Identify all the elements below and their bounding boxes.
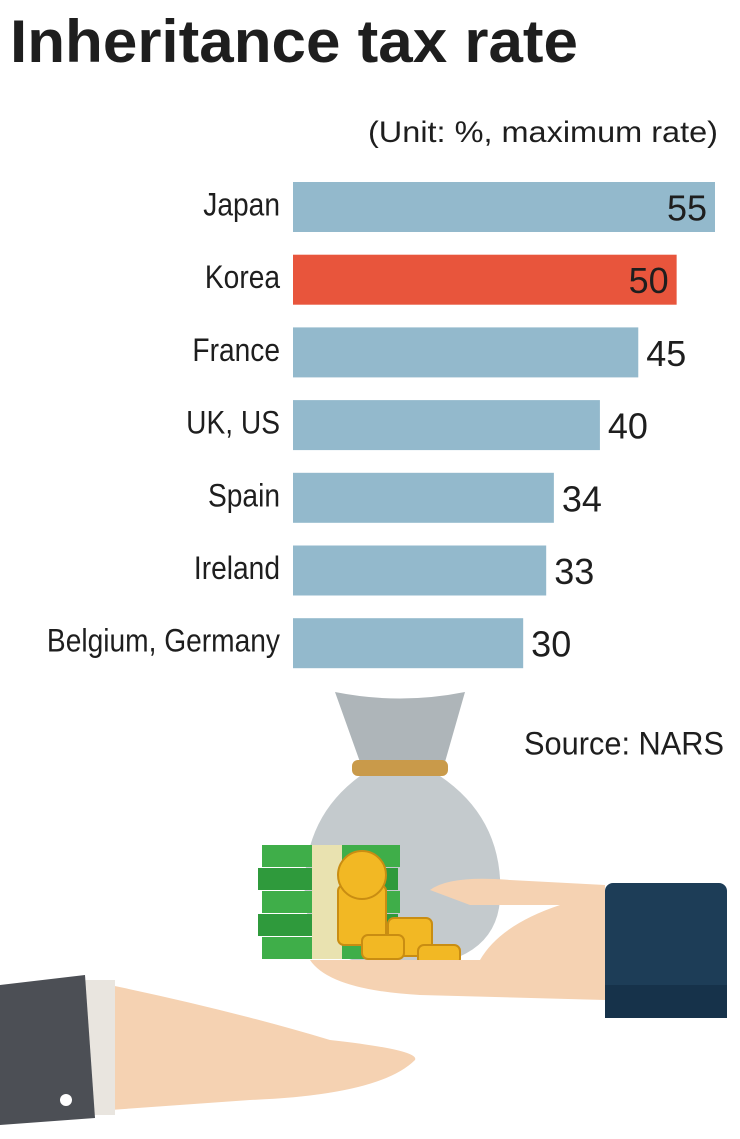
left-sleeve (0, 975, 95, 1125)
value-label: 55 (667, 188, 707, 229)
illustration (0, 692, 727, 1125)
category-label: Belgium, Germany (47, 624, 280, 659)
value-label: 34 (562, 478, 602, 519)
right-cuff (605, 985, 727, 1018)
value-label: 45 (646, 333, 686, 374)
bar (293, 545, 547, 596)
value-label: 40 (608, 406, 648, 447)
value-label: 50 (629, 260, 669, 301)
category-label: Spain (208, 479, 280, 514)
category-label: UK, US (186, 406, 280, 441)
value-label: 33 (554, 551, 594, 592)
right-sleeve (605, 883, 727, 1018)
bar (293, 254, 677, 305)
bag-top (335, 692, 465, 762)
source: Source: NARS (524, 725, 724, 761)
category-label: Korea (205, 261, 280, 296)
category-label: Japan (203, 188, 280, 223)
button (60, 1094, 72, 1106)
left-hand (110, 985, 416, 1110)
bar (293, 327, 639, 378)
bar (293, 182, 715, 232)
coins (337, 850, 461, 966)
bar (293, 472, 554, 523)
category-label: France (192, 333, 280, 368)
bar (293, 400, 600, 451)
bag-tie (352, 760, 448, 776)
category-label: Ireland (194, 551, 280, 586)
right-hand (310, 878, 605, 1000)
bar (293, 618, 524, 669)
chart-subtitle: (Unit: %, maximum rate) (368, 116, 718, 149)
value-label: 30 (531, 624, 571, 665)
chart-title: Inheritance tax rate (10, 8, 578, 75)
